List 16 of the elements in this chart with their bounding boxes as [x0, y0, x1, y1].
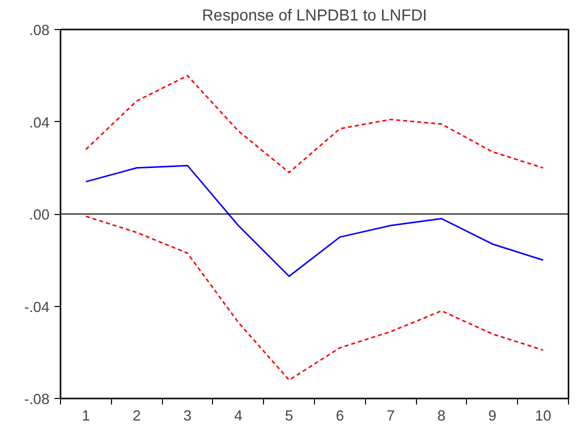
x-tick-label: 7: [386, 408, 395, 424]
x-tick-label: 10: [534, 408, 552, 424]
x-tick-label: 4: [234, 408, 242, 424]
y-tick-label: .08: [29, 23, 50, 39]
x-tick-label: 3: [183, 408, 192, 424]
x-tick-label: 5: [285, 408, 294, 424]
x-tick-label: 9: [488, 408, 496, 424]
y-tick-label: .00: [29, 208, 50, 224]
y-tick-label: -.04: [24, 300, 50, 316]
y-tick-label: -.08: [24, 392, 50, 408]
x-tick-label: 8: [437, 408, 446, 424]
y-tick-label: .04: [29, 115, 50, 132]
x-tick-label: 2: [132, 408, 141, 424]
chart-title: Response of LNPDB1 to LNFDI: [202, 8, 428, 24]
x-tick-label: 1: [82, 408, 90, 424]
x-tick-label: 6: [336, 408, 344, 424]
